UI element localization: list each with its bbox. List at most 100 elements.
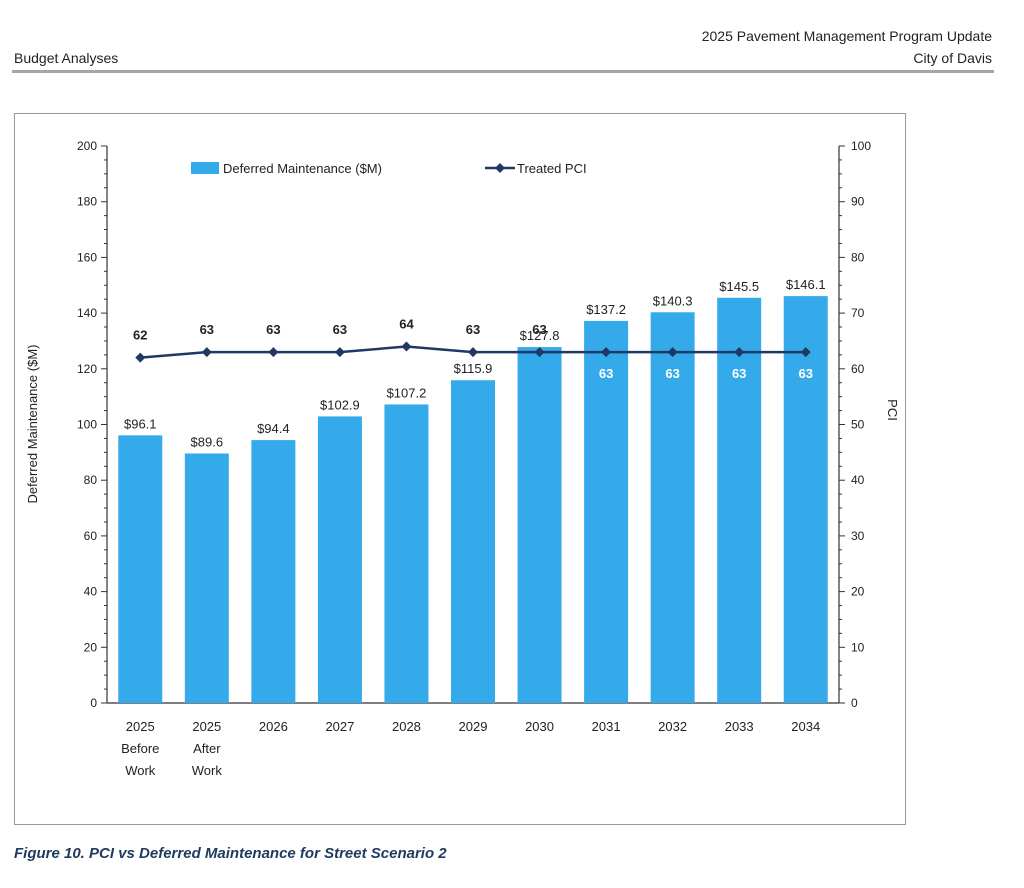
x-axis-categories: 2025 Before Work 2025 After Work 2026 2027 2028 2… — [121, 719, 820, 778]
x-category-label: 2033 — [725, 719, 754, 734]
x-category-line: 2026 — [259, 719, 288, 734]
left-tick-label: 120 — [77, 362, 97, 376]
bar — [717, 297, 762, 703]
pci-marker — [468, 347, 478, 358]
right-tick-label: 0 — [851, 696, 858, 710]
bar — [118, 435, 163, 703]
x-category-label: 2027 — [325, 719, 354, 734]
right-tick-label: 10 — [851, 640, 865, 654]
legend: Deferred Maintenance ($M) Treated PCI — [191, 161, 587, 176]
right-tick-label: 20 — [851, 585, 865, 599]
pci-marker — [268, 347, 279, 358]
right-tick-label: 40 — [851, 473, 865, 487]
bar — [317, 416, 362, 703]
pci-marker — [401, 341, 412, 352]
x-category-label: 2029 — [459, 719, 488, 734]
pci-value-label: 63 — [532, 322, 546, 337]
pci-value-label: 63 — [200, 322, 214, 337]
legend-bar-swatch — [191, 162, 219, 174]
x-category-line: Work — [125, 763, 156, 778]
pci-marker — [534, 347, 545, 358]
left-tick-label: 0 — [90, 696, 97, 710]
right-y-axis: 0 10 20 30 40 50 60 70 80 90 100 — [838, 139, 871, 710]
y2-axis-title: PCI — [885, 399, 900, 421]
legend-line-label: Treated PCI — [517, 161, 587, 176]
section-title: Budget Analyses — [14, 50, 119, 66]
bar-series — [118, 296, 828, 703]
right-tick-label: 60 — [851, 362, 865, 376]
x-category-line: Before — [121, 741, 159, 756]
bar-value-label: $127.8 — [520, 328, 560, 343]
pci-value-label: 63 — [266, 322, 280, 337]
city-name: City of Davis — [913, 50, 992, 66]
bar — [650, 312, 695, 703]
bar-value-label: $137.2 — [586, 302, 626, 317]
bar — [517, 347, 562, 703]
x-category-label: 2028 — [392, 719, 421, 734]
pci-value-label: 63 — [599, 366, 613, 381]
pci-value-label: 62 — [133, 328, 147, 343]
x-category-line: 2032 — [658, 719, 687, 734]
bar — [184, 453, 229, 703]
bar — [783, 296, 828, 703]
left-tick-label: 180 — [77, 195, 97, 209]
x-category-label: 2030 — [525, 719, 554, 734]
report-title: 2025 Pavement Management Program Update — [701, 28, 992, 44]
pci-marker — [734, 347, 745, 358]
bar — [451, 380, 495, 703]
x-category-line: 2028 — [392, 719, 421, 734]
bar-value-label: $107.2 — [387, 385, 427, 400]
x-category-line: 2025 — [192, 719, 221, 734]
chart-frame: 0 20 40 60 80 100 120 140 160 180 200 0 10 20 30 40 50 6… — [14, 113, 906, 825]
x-category-line: 2034 — [791, 719, 820, 734]
left-tick-label: 140 — [77, 306, 97, 320]
figure-caption: Figure 10. PCI vs Deferred Maintenance f… — [14, 845, 447, 862]
left-tick-label: 20 — [84, 640, 98, 654]
pci-value-label: 63 — [466, 322, 480, 337]
pci-marker — [135, 352, 146, 363]
bar-value-label: $140.3 — [653, 293, 693, 308]
x-category-line: After — [193, 741, 221, 756]
pci-value-label: 63 — [732, 366, 746, 381]
bar-value-label: $96.1 — [124, 416, 157, 431]
x-category-label: 2032 — [658, 719, 687, 734]
x-category-line: 2031 — [592, 719, 621, 734]
bar-value-label: $94.4 — [257, 421, 290, 436]
right-tick-label: 80 — [851, 250, 865, 264]
pci-marker — [334, 347, 345, 358]
bar — [384, 404, 429, 703]
x-category-line: Work — [192, 763, 223, 778]
right-tick-label: 50 — [851, 418, 865, 432]
legend-bar-label: Deferred Maintenance ($M) — [223, 161, 382, 176]
bar-value-label: $146.1 — [786, 277, 826, 292]
pci-value-label: 63 — [333, 322, 347, 337]
right-tick-label: 30 — [851, 529, 865, 543]
left-tick-label: 80 — [84, 473, 98, 487]
bar-value-label: $102.9 — [320, 397, 360, 412]
legend-line-marker — [495, 163, 505, 173]
bar — [584, 320, 629, 703]
pci-value-label: 63 — [798, 366, 812, 381]
left-tick-label: 160 — [77, 250, 97, 264]
x-category-label: 2025 Before Work — [121, 719, 159, 778]
line-series: 62 63 63 63 64 63 63 63 63 63 63 — [133, 317, 813, 382]
right-tick-label: 90 — [851, 195, 865, 209]
left-y-axis: 0 20 40 60 80 100 120 140 160 180 200 — [77, 139, 839, 710]
pci-value-label: 64 — [399, 317, 414, 332]
right-tick-label: 70 — [851, 306, 865, 320]
header-rule — [12, 70, 994, 73]
x-category-line: 2025 — [126, 719, 155, 734]
bar — [251, 440, 296, 703]
right-tick-label: 100 — [851, 139, 871, 153]
x-category-label: 2025 After Work — [192, 719, 223, 778]
x-category-label: 2034 — [791, 719, 820, 734]
left-tick-label: 60 — [84, 529, 98, 543]
bar-value-label: $145.5 — [719, 279, 759, 294]
x-category-label: 2031 — [592, 719, 621, 734]
x-category-line: 2027 — [325, 719, 354, 734]
x-category-label: 2026 — [259, 719, 288, 734]
x-category-line: 2030 — [525, 719, 554, 734]
bar-value-labels: $96.1 $89.6 $94.4 $102.9 $107.2 $115.9 $127.8 $… — [124, 277, 826, 449]
pci-marker — [601, 347, 612, 358]
